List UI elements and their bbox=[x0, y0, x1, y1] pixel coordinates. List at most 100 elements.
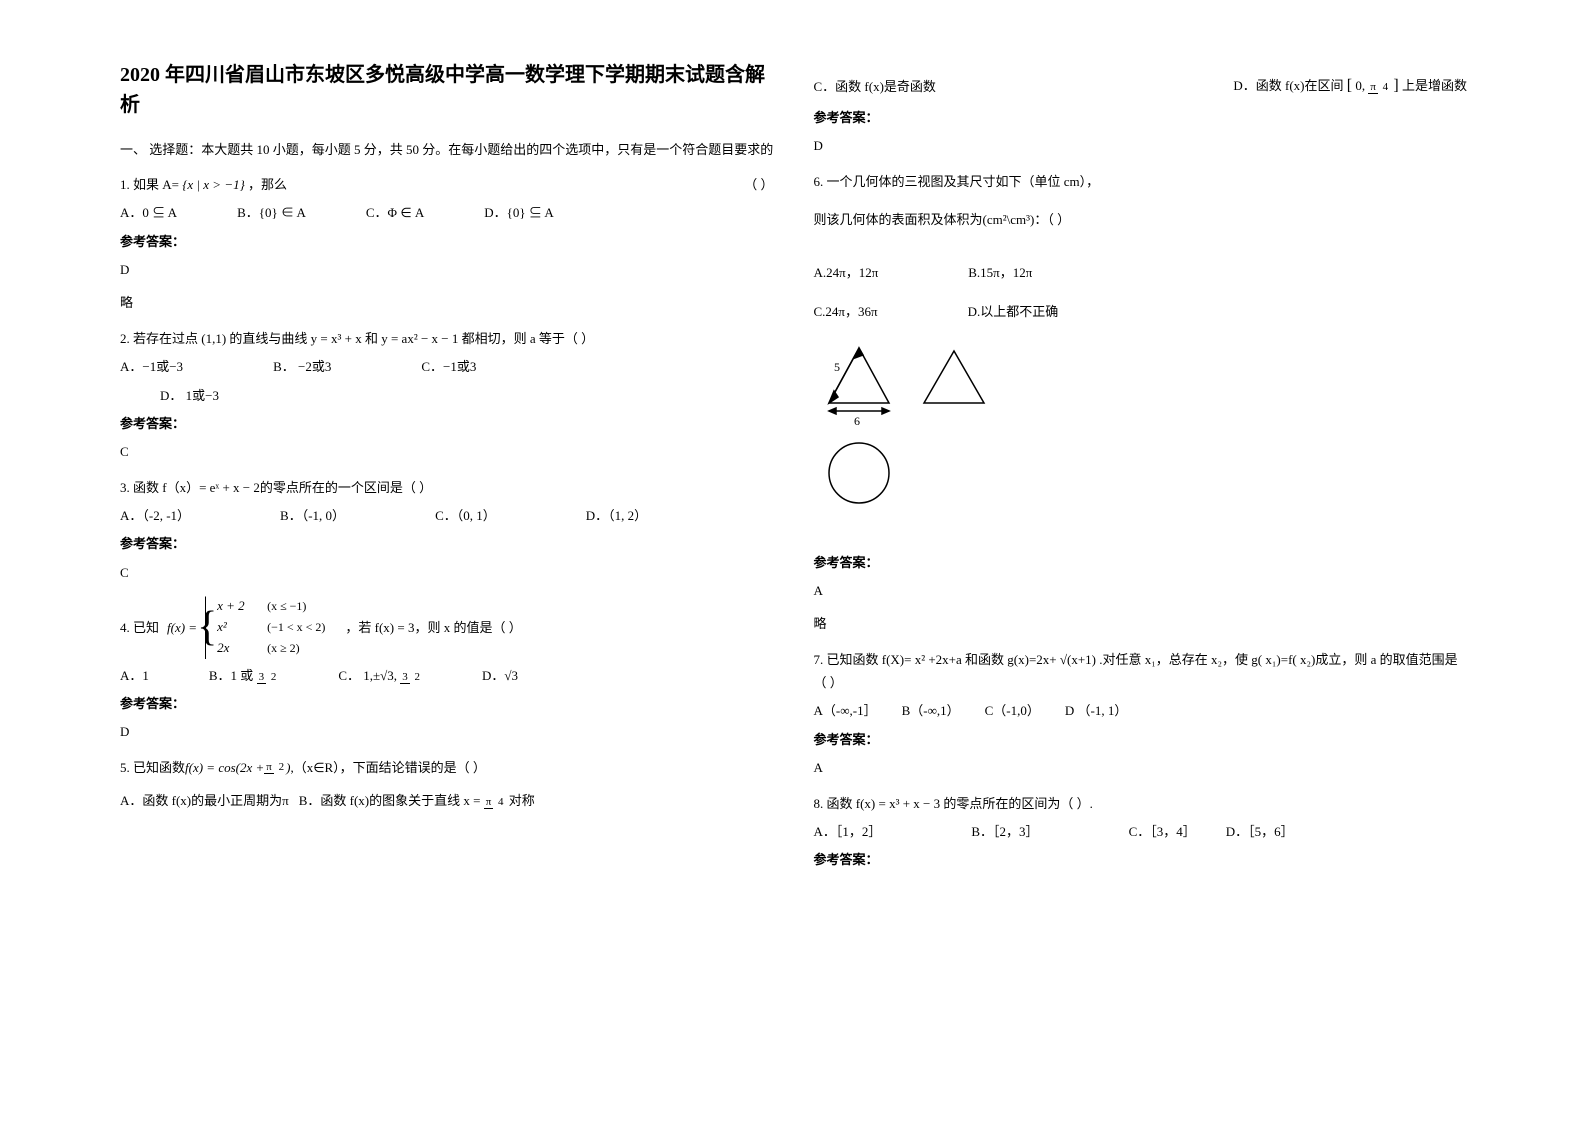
question-6: 6. 一个几何体的三视图及其尺寸如下（单位 cm）， 则该几何体的表面积及体积为… bbox=[814, 170, 1468, 636]
q7-answer-label: 参考答案： bbox=[814, 728, 1468, 751]
q4-p3-expr: 2x bbox=[217, 638, 267, 659]
right-column: C．函数 f(x)是奇函数 D．函数 f(x)在区间 [ [0, 0, π 4 … bbox=[794, 60, 1488, 1062]
q7-option-b: B（-∞,1） bbox=[902, 699, 960, 722]
q3-answer-label: 参考答案： bbox=[120, 532, 774, 555]
q8-option-d: D．［5，6］ bbox=[1226, 820, 1294, 843]
q6-stem2: 则该几何体的表面积及体积为(cm²\cm³)：（ ） bbox=[814, 208, 1468, 231]
question-3: 3. 函数 f（x）= eˣ + x − 2的零点所在的一个区间是（ ） A．（… bbox=[120, 476, 774, 585]
q5-optb-num: π bbox=[484, 796, 494, 809]
q4-piecewise: x + 2 (x ≤ −1) x² (−1 < x < 2) 2x (x ≥ 2… bbox=[205, 596, 325, 658]
q3-answer: C bbox=[120, 561, 774, 584]
q6-diagram: 5 6 bbox=[814, 333, 1468, 540]
q5-frac-den: 2 bbox=[277, 761, 287, 773]
q4-fx: f(x) = bbox=[167, 616, 197, 639]
q4-optb-prefix: B．1 或 bbox=[209, 668, 257, 683]
q4-stem-suffix: ，若 f(x) = 3，则 x 的值是（ ） bbox=[345, 616, 521, 639]
q2-answer: C bbox=[120, 440, 774, 463]
q8-option-c: C．［3，4］ bbox=[1129, 820, 1196, 843]
q8-option-b: B．［2，3］ bbox=[971, 820, 1038, 843]
q5-func: f(x) = cos(2x + bbox=[185, 756, 264, 779]
q1-option-d: D．{0} ⊆ A bbox=[484, 201, 554, 224]
q6-label-6: 6 bbox=[854, 414, 860, 428]
q6-note: 略 bbox=[814, 612, 1468, 635]
q1-blank: （ ） bbox=[744, 173, 773, 196]
q4-optb-den: 2 bbox=[269, 671, 279, 683]
q7-answer: A bbox=[814, 756, 1468, 779]
q2-option-d: D． 1或−3 bbox=[160, 384, 774, 407]
question-7: 7. 已知函数 f(X)= x² +2x+a 和函数 g(x)=2x+ √(x+… bbox=[814, 648, 1468, 780]
q5-option-c: C．函数 f(x)是奇函数 bbox=[814, 75, 936, 98]
question-4: 4. 已知 f(x) = { x + 2 (x ≤ −1) x² (−1 < x… bbox=[120, 596, 774, 744]
question-5: 5. 已知函数 f(x) = cos(2x + π 2 ) ,（x∈R），下面结… bbox=[120, 756, 774, 813]
q5-frac-num: π bbox=[264, 761, 274, 774]
q1-answer-label: 参考答案： bbox=[120, 230, 774, 253]
q5-stem-suffix: ,（x∈R），下面结论错误的是（ ） bbox=[290, 756, 486, 779]
q7-option-a: A（-∞,-1］ bbox=[814, 699, 877, 722]
q6-label-5: 5 bbox=[834, 360, 840, 374]
q5-optb-suffix: 对称 bbox=[509, 793, 535, 808]
q5-answer: D bbox=[814, 134, 1468, 157]
q5-option-d: D．函数 f(x)在区间 [ [0, 0, π 4 ] 上是增函数 bbox=[1233, 72, 1467, 101]
q4-optc-num: 3 bbox=[400, 671, 410, 684]
q4-optc-val: 1,±√3, bbox=[363, 668, 397, 683]
q1-note: 略 bbox=[120, 291, 774, 314]
q4-option-a: A．1 bbox=[120, 664, 149, 687]
q4-p1-cond: (x ≤ −1) bbox=[267, 597, 306, 616]
q4-optc-den: 2 bbox=[413, 671, 423, 683]
q5-stem-prefix: 5. 已知函数 bbox=[120, 756, 185, 779]
q3-option-b: B．（-1, 0） bbox=[280, 504, 345, 527]
q8-option-a: A．［1，2］ bbox=[814, 820, 882, 843]
q7-option-c: C（-1,0） bbox=[985, 699, 1040, 722]
q4-option-c: C． 1,±√3, 3 2 bbox=[338, 664, 422, 687]
q5-optb-prefix: B．函数 f(x)的图象关于直线 x = bbox=[299, 793, 484, 808]
q5-optd-num: π bbox=[1368, 81, 1378, 94]
q2-option-c: C．−1或3 bbox=[421, 355, 476, 378]
question-8: 8. 函数 f(x) = x³ + x − 3 的零点所在的区间为（ ）. A．… bbox=[814, 792, 1468, 872]
q6-option-a: A.24π，12π bbox=[814, 261, 879, 284]
q6-option-d: D.以上都不正确 bbox=[968, 300, 1059, 323]
q2-answer-label: 参考答案： bbox=[120, 412, 774, 435]
q3-option-c: C．（0, 1） bbox=[435, 504, 496, 527]
q6-answer-label: 参考答案： bbox=[814, 551, 1468, 574]
q5-answer-label: 参考答案： bbox=[814, 106, 1468, 129]
document-title: 2020 年四川省眉山市东坡区多悦高级中学高一数学理下学期期末试题含解析 bbox=[120, 60, 774, 120]
q3-option-a: A．（-2, -1） bbox=[120, 504, 190, 527]
q5-optd-suffix: 上是增函数 bbox=[1402, 78, 1467, 93]
q4-p2-expr: x² bbox=[217, 617, 267, 638]
q4-option-d: D．√3 bbox=[482, 664, 518, 687]
q8-stem: 8. 函数 f(x) = x³ + x − 3 的零点所在的区间为（ ）. bbox=[814, 792, 1468, 815]
q5-option-a: A．函数 f(x)的最小正周期为π bbox=[120, 789, 289, 812]
q1-stem-suffix: ，那么 bbox=[248, 177, 287, 192]
q1-stem-prefix: 1. 如果 A= bbox=[120, 177, 179, 192]
q4-answer-label: 参考答案： bbox=[120, 692, 774, 715]
q4-optb-num: 3 bbox=[257, 671, 267, 684]
q4-answer: D bbox=[120, 720, 774, 743]
question-5-cont: C．函数 f(x)是奇函数 D．函数 f(x)在区间 [ [0, 0, π 4 … bbox=[814, 72, 1468, 158]
q1-answer: D bbox=[120, 258, 774, 281]
q3-stem: 3. 函数 f（x）= eˣ + x − 2的零点所在的一个区间是（ ） bbox=[120, 476, 774, 499]
q6-option-b: B.15π，12π bbox=[968, 261, 1032, 284]
q4-p1-expr: x + 2 bbox=[217, 596, 267, 617]
q1-set: {x | x > −1} bbox=[182, 177, 245, 192]
q1-option-a: A．0 ⊆ A bbox=[120, 201, 177, 224]
left-column: 2020 年四川省眉山市东坡区多悦高级中学高一数学理下学期期末试题含解析 一、 … bbox=[100, 60, 794, 1062]
q4-optc-prefix: C． bbox=[338, 668, 360, 683]
q2-option-a: A．−1或−3 bbox=[120, 355, 183, 378]
three-view-svg: 5 6 bbox=[814, 333, 1014, 533]
q3-option-d: D．（1, 2） bbox=[586, 504, 647, 527]
q4-p2-cond: (−1 < x < 2) bbox=[267, 618, 325, 637]
question-2: 2. 若存在过点 (1,1) 的直线与曲线 y = x³ + x 和 y = a… bbox=[120, 327, 774, 464]
q1-option-b: B．{0} ∈ A bbox=[237, 201, 306, 224]
q5-optd-den: 4 bbox=[1381, 81, 1391, 93]
q5-optd-prefix: D．函数 f(x)在区间 bbox=[1233, 78, 1346, 93]
question-1: 1. 如果 A= {x | x > −1} ，那么 （ ） A．0 ⊆ A B．… bbox=[120, 173, 774, 315]
q6-option-c: C.24π，36π bbox=[814, 300, 878, 323]
q7-option-d: D （-1, 1） bbox=[1065, 699, 1127, 722]
part1-header: 一、 选择题：本大题共 10 小题，每小题 5 分，共 50 分。在每小题给出的… bbox=[120, 140, 774, 161]
q2-stem: 2. 若存在过点 (1,1) 的直线与曲线 y = x³ + x 和 y = a… bbox=[120, 327, 774, 350]
q4-option-b: B．1 或 3 2 bbox=[209, 664, 278, 687]
q6-stem1: 6. 一个几何体的三视图及其尺寸如下（单位 cm）， bbox=[814, 170, 1468, 193]
q7-stem: 7. 已知函数 f(X)= x² +2x+a 和函数 g(x)=2x+ √(x+… bbox=[814, 648, 1468, 695]
q5-optb-den: 4 bbox=[496, 796, 506, 808]
q6-answer: A bbox=[814, 579, 1468, 602]
